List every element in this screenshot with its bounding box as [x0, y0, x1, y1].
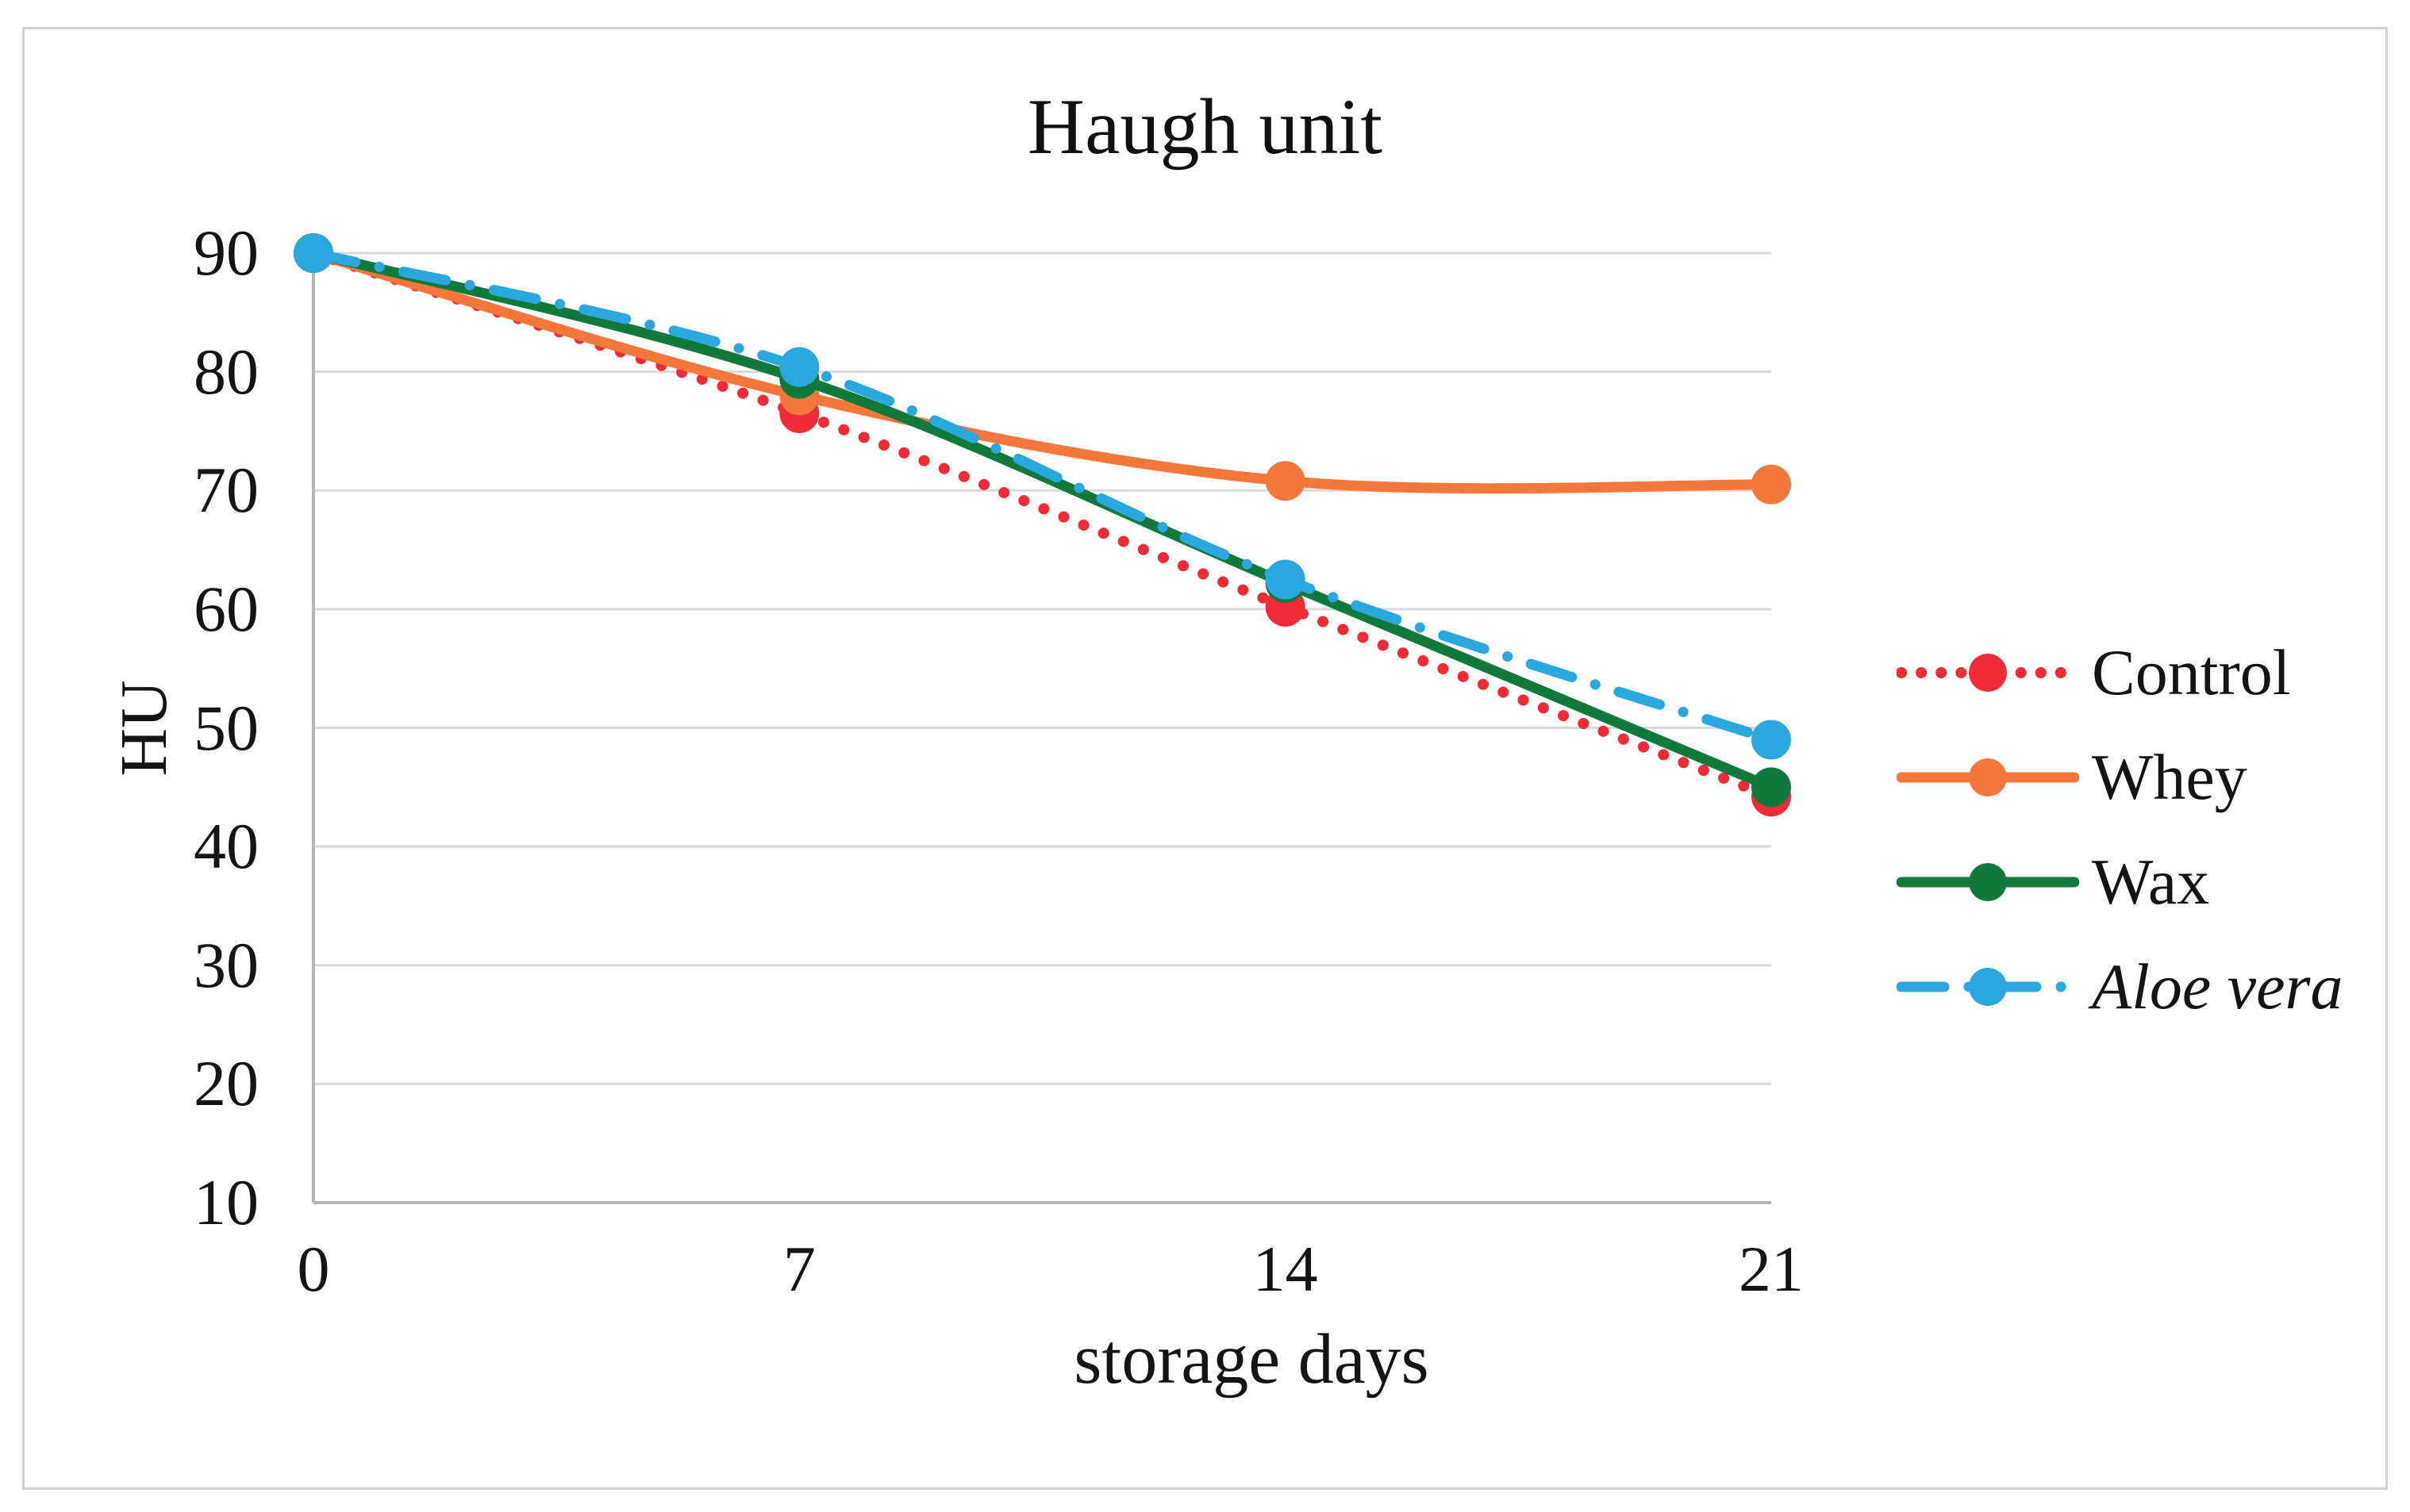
marker-wax-day21: [1751, 767, 1791, 808]
legend-item-aloe-vera: Aloe vera: [1897, 934, 2404, 1039]
legend-item-wax: Wax: [1897, 830, 2404, 934]
legend-swatch-whey: [1897, 758, 2079, 796]
y-tick-label: 10: [194, 1166, 259, 1238]
y-tick-label: 90: [194, 217, 259, 289]
series-line-whey: [308, 248, 1777, 494]
legend-label-wax: Wax: [2092, 846, 2210, 918]
legend-label-whey: Whey: [2092, 741, 2247, 813]
y-axis-title: HU: [107, 680, 181, 777]
y-tick-label: 30: [194, 928, 259, 1001]
legend-item-control: Control: [1897, 620, 2404, 725]
y-tick-label: 40: [194, 810, 259, 883]
x-tick-label: 14: [1252, 1233, 1318, 1305]
marker-aloe-vera-day14: [1265, 559, 1305, 600]
x-tick-label: 21: [1739, 1233, 1804, 1305]
series-line-control: [308, 248, 1777, 803]
x-axis-title: storage days: [1074, 1320, 1429, 1399]
legend: Control Whey Wax Aloe vera: [1897, 620, 2404, 1039]
chart-title: Haugh unit: [1027, 83, 1383, 171]
x-tick-label: 7: [782, 1233, 816, 1305]
legend-label-aloe-vera: Aloe vera: [2092, 950, 2343, 1023]
y-tick-label: 50: [194, 691, 259, 764]
marker-aloe-vera-day7: [779, 347, 820, 387]
marker-whey-day21: [1751, 464, 1791, 505]
marker-aloe-vera-day0: [294, 233, 333, 273]
y-tick-label: 20: [194, 1047, 259, 1120]
y-tick-label: 80: [194, 335, 259, 408]
legend-swatch-wax: [1897, 863, 2079, 901]
legend-swatch-aloe-vera: [1897, 968, 2079, 1006]
series-line-wax: [308, 248, 1777, 792]
legend-item-whey: Whey: [1897, 725, 2404, 830]
x-tick-label: 0: [297, 1233, 330, 1305]
legend-swatch-control: [1897, 654, 2079, 692]
legend-label-control: Control: [2092, 636, 2291, 708]
marker-whey-day14: [1265, 461, 1305, 501]
y-tick-label: 70: [194, 454, 259, 527]
series-line-aloe-vera: [308, 248, 1777, 745]
y-tick-label: 60: [194, 572, 259, 645]
marker-aloe-vera-day21: [1751, 720, 1791, 760]
